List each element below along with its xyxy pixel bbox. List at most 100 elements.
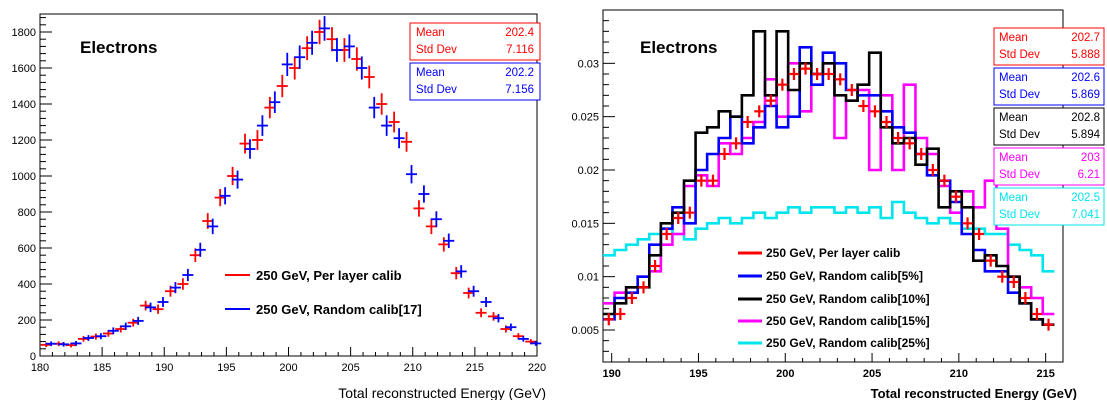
stat-std-value: 5.869 [1071,89,1100,101]
y-tick-label: 0.005 [571,325,599,337]
stat-std-value: 7.116 [506,44,534,56]
stat-mean-label: Mean [416,67,445,79]
y-tick-label: 0.01 [578,272,599,284]
y-tick-label: 600 [18,243,36,255]
data-point [227,166,239,186]
data-point [985,254,996,267]
legend-label: 250 GeV, Random calib[10%] [766,292,930,306]
data-point [251,130,263,150]
data-point [132,316,144,325]
stat-mean-label: Mean [999,192,1028,204]
data-point [145,302,157,313]
data-point [997,270,1008,283]
legend-label: 250 GeV, Random calib[25%] [766,336,930,350]
stat-std-label: Std Dev [416,44,457,56]
data-point [281,52,293,76]
data-point [684,206,695,219]
data-point [881,116,892,128]
right-x-axis-title: Total reconstructed Energy (GeV) [871,386,1077,400]
data-point [194,242,206,257]
x-tick-label: 220 [528,362,546,374]
y-tick-label: 0.015 [571,218,599,230]
left-stats-box-red: Mean 202.4 Std Dev 7.116 [409,22,541,61]
data-point [530,340,542,346]
x-tick-label: 200 [279,362,297,374]
data-point [517,336,529,342]
data-point [418,185,430,203]
data-point [269,91,281,114]
data-point [425,218,437,235]
data-point [777,78,788,91]
stat-std-label: Std Dev [999,209,1040,221]
data-point [376,93,388,115]
left-x-axis-title: Total reconstructed Energy (GeV) [338,385,546,400]
stat-std-label: Std Dev [999,169,1040,181]
data-point [45,341,57,347]
histogram-line [603,46,1055,326]
data-point [488,312,500,321]
data-point [455,265,467,278]
y-tick-label: 0.025 [571,112,599,124]
data-point [207,218,219,235]
legend-label: 250 GeV, Random calib[17] [256,302,422,317]
data-point [70,340,82,346]
data-point [673,212,684,224]
x-tick-label: 195 [689,368,707,380]
data-point [177,278,189,290]
data-point [393,128,405,149]
data-point [950,190,961,203]
x-tick-label: 215 [466,362,484,374]
data-point [256,115,268,136]
data-point [406,165,418,184]
data-point [869,105,880,118]
data-point [430,211,442,228]
data-point [388,111,400,133]
data-point [475,308,487,318]
y-tick-label: 1000 [12,171,36,183]
data-point [276,74,288,98]
data-point [846,84,857,96]
x-tick-label: 185 [93,362,111,374]
stat-std-label: Std Dev [999,89,1040,101]
right-legend: 250 GeV, Per layer calib 250 GeV, Random… [738,246,930,350]
data-point [381,115,393,136]
data-point [480,297,492,307]
data-point [450,267,462,280]
data-point [823,68,834,80]
data-point [1008,276,1019,288]
data-point [401,131,413,152]
data-point [916,148,927,160]
data-point [719,148,730,160]
left-chart-title: Electrons [80,38,157,57]
legend-label: 250 GeV, Per layer calib [766,246,900,260]
data-point [835,73,846,86]
stat-mean-value: 202.6 [1071,72,1100,84]
data-point [492,314,504,323]
data-point [368,96,380,119]
y-tick-label: 400 [18,279,36,291]
data-point [343,34,355,59]
right-chart: 190 195 200 205 210 215 0.005 0.01 0.015 0.02 0.02… [571,9,1105,400]
stat-mean-label: Mean [416,27,445,39]
right-stats-box-cyan: Mean 202.5 Std Dev 7.041 [993,187,1105,226]
data-point [812,68,823,80]
histogram-line [603,30,1055,326]
x-tick-label: 190 [602,368,620,380]
y-tick-label: 1800 [12,27,36,39]
stat-mean-value: 202.8 [1071,112,1100,124]
data-point [505,323,517,331]
stat-mean-label: Mean [999,32,1028,44]
data-point [107,327,119,335]
data-point [765,94,776,107]
right-plot-frame [602,9,1064,363]
data-point [650,260,661,272]
data-point [858,100,869,112]
data-point [232,170,244,189]
stat-std-label: Std Dev [416,84,457,96]
data-point [893,132,904,144]
data-point [1020,292,1031,304]
data-point [1031,308,1042,320]
x-tick-label: 210 [404,362,422,374]
data-point [603,313,614,326]
